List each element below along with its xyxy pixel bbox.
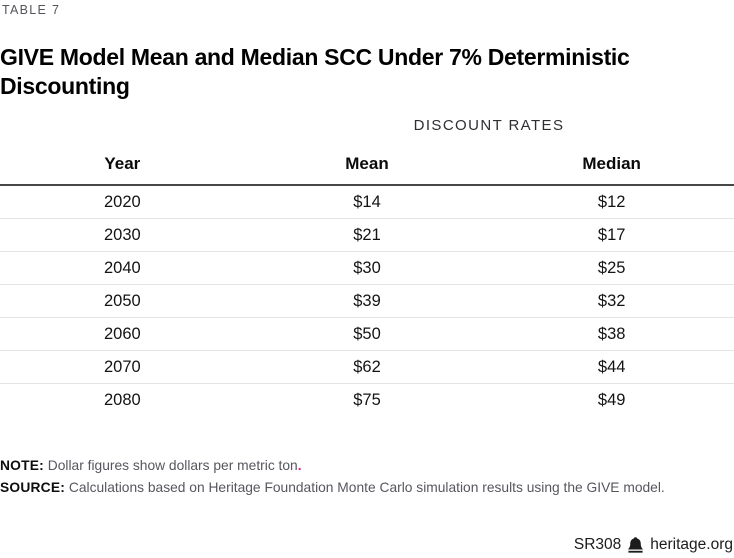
report-id: SR308 — [573, 536, 622, 553]
median-cell: $17 — [489, 218, 734, 252]
column-group-header: DISCOUNT RATES — [413, 117, 565, 134]
mean-cell: $21 — [244, 218, 490, 252]
page-footer: SR308 heritage.org — [574, 536, 733, 554]
year-cell: 2070 — [0, 350, 245, 384]
column-header-median: Median — [489, 148, 734, 186]
column-header-mean: Mean — [244, 148, 490, 186]
table-row: 2050 $39 $32 — [0, 284, 734, 318]
mean-cell: $62 — [244, 350, 490, 384]
column-header-year: Year — [0, 148, 245, 186]
site-name: heritage.org — [650, 536, 733, 553]
table-row: 2080 $75 $49 — [0, 384, 734, 417]
year-cell: 2020 — [0, 185, 245, 219]
median-cell: $49 — [597, 390, 626, 409]
year-cell: 2080 — [103, 390, 141, 409]
median-cell: $25 — [489, 251, 734, 285]
mean-cell: $39 — [244, 284, 490, 318]
liberty-bell-icon — [627, 537, 644, 553]
mean-cell: $30 — [244, 251, 490, 285]
year-cell: 2030 — [0, 218, 245, 252]
median-cell: $32 — [489, 284, 734, 318]
header-row: Year Mean Median — [0, 148, 734, 186]
table-row: 2070 $62 $44 — [0, 350, 734, 384]
note-period-accent: . — [297, 458, 302, 473]
table-number-label: TABLE 7 — [2, 3, 61, 17]
table-title: GIVE Model Mean and Median SCC Under 7% … — [0, 44, 630, 100]
table-body: 2020 $14 $12 2030 $21 $17 2040 $30 $25 2… — [0, 185, 734, 416]
mean-cell: $14 — [244, 185, 490, 219]
year-cell: 2040 — [0, 251, 245, 285]
source-text: Calculations based on Heritage Foundatio… — [65, 480, 665, 495]
table-row: 2030 $21 $17 — [0, 218, 734, 252]
note-line: NOTE: Dollar figures show dollars per me… — [0, 455, 734, 477]
table-header: Year Mean Median — [0, 148, 734, 186]
scc-data-table: Year Mean Median 2020 $14 $12 2030 $21 $… — [0, 148, 734, 416]
source-line: SOURCE: Calculations based on Heritage F… — [0, 477, 734, 499]
note-text: Dollar figures show dollars per metric t… — [43, 458, 298, 473]
table-row: 2040 $30 $25 — [0, 251, 734, 285]
mean-cell: $50 — [244, 317, 490, 351]
table-row: 2060 $50 $38 — [0, 317, 734, 351]
year-cell: 2050 — [0, 284, 245, 318]
table-row: 2020 $14 $12 — [0, 185, 734, 219]
median-cell: $44 — [489, 350, 734, 384]
note-label: NOTE: — [0, 458, 44, 473]
source-label: SOURCE: — [0, 480, 66, 495]
footnotes: NOTE: Dollar figures show dollars per me… — [0, 455, 734, 499]
mean-cell: $75 — [353, 390, 381, 409]
median-cell: $12 — [489, 185, 734, 219]
median-cell: $38 — [489, 317, 734, 351]
year-cell: 2060 — [0, 317, 245, 351]
